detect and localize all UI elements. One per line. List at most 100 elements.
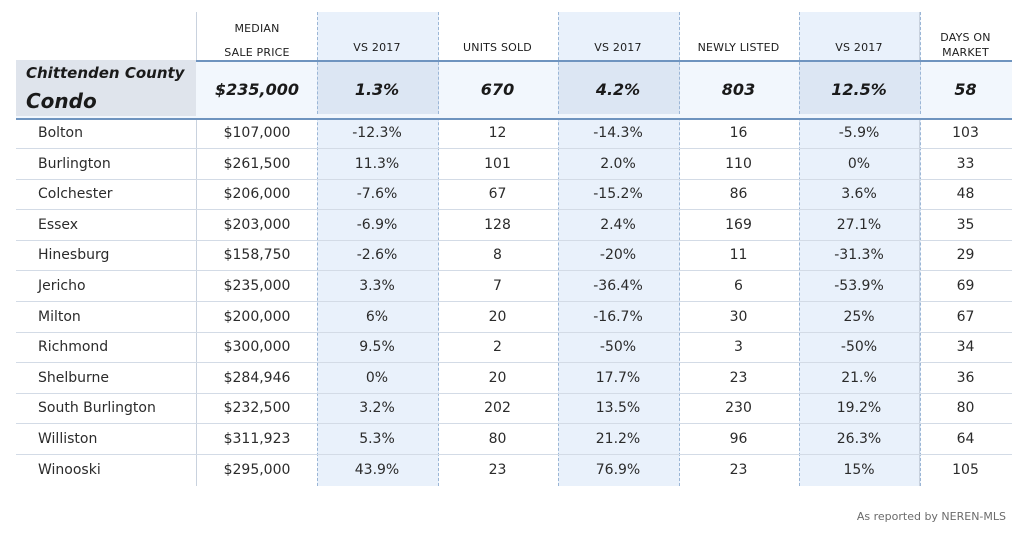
newly-listed: 6 (734, 278, 743, 294)
units-vs-2017: 2.0% (600, 155, 636, 172)
median-sale-price: $203,000 (223, 216, 291, 233)
town-name: Jericho (38, 278, 86, 294)
newly-listed: 86 (729, 186, 748, 203)
median-sale-price: $295,000 (223, 461, 291, 478)
units-vs-2017: 21.2% (595, 431, 641, 447)
listed-vs-2017: 3.6% (841, 186, 877, 203)
table-row: Essex $203,000 -6.9% 128 2.4% 169 27.1% 35 (16, 210, 1012, 241)
table-row: Jericho $235,000 3.3% 7 -36.4% 6 -53.9% 69 (16, 271, 1012, 302)
town-name: Hinesburg (38, 247, 110, 264)
units-sold: 20 (488, 308, 507, 325)
table-row: Hinesburg $158,750 -2.6% 8 -20% 11 -31.3% 29 (16, 240, 1012, 272)
summary-band-overlay (799, 62, 921, 114)
table-row: Bolton $107,000 -12.3% 12 -14.3% 16 -5.9% 103 (16, 118, 1012, 149)
listed-vs-2017: -31.3% (834, 247, 884, 264)
town-name: Winooski (38, 461, 101, 478)
units-sold: 101 (484, 155, 511, 172)
header-newly-listed: NEWLY LISTED (678, 14, 799, 60)
listed-vs-2017: 27.1% (836, 216, 882, 233)
price-vs-2017: 9.5% (359, 339, 395, 356)
median-sale-price: $235,000 (223, 278, 291, 294)
days-on-market: 64 (956, 431, 975, 447)
town-name: Milton (38, 308, 81, 325)
units-vs-2017: -16.7% (593, 308, 643, 325)
units-sold: 20 (488, 369, 507, 386)
median-sale-price: $284,946 (223, 369, 291, 386)
units-sold: 12 (488, 125, 507, 141)
price-vs-2017: 3.3% (359, 278, 395, 294)
newly-listed: 110 (725, 155, 752, 172)
median-sale-price: $200,000 (223, 308, 291, 325)
units-sold: 2 (493, 339, 502, 356)
newly-listed: 30 (729, 308, 748, 325)
days-on-market: 34 (956, 339, 975, 356)
units-vs-2017: 76.9% (595, 461, 641, 478)
summary-band-overlay (558, 62, 680, 114)
summary-units-sold: 670 (480, 80, 515, 99)
median-sale-price: $206,000 (223, 186, 291, 203)
price-vs-2017: 5.3% (359, 431, 395, 447)
listed-vs-2017: -53.9% (834, 278, 884, 294)
units-vs-2017: 2.4% (600, 216, 636, 233)
days-on-market: 33 (956, 155, 975, 172)
column-divider (196, 12, 197, 486)
town-name: Richmond (38, 339, 109, 356)
summary-vs-2017-price: 1.3% (354, 80, 400, 99)
table-row: Milton $200,000 6% 20 -16.7% 30 25% 67 (16, 302, 1012, 333)
price-vs-2017: 3.2% (359, 400, 395, 417)
newly-listed: 23 (729, 369, 748, 386)
newly-listed: 11 (729, 247, 748, 264)
header-median-line2: SALE PRICE (224, 46, 290, 59)
column-divider (919, 12, 920, 486)
header-vs-2017-label: VS 2017 (594, 41, 642, 54)
header-units-label: UNITS SOLD (463, 41, 532, 54)
town-name: Shelburne (38, 369, 110, 386)
header-days-on-market: DAYS ON MARKET (919, 14, 1012, 60)
price-vs-2017: 0% (365, 369, 389, 386)
median-sale-price: $261,500 (223, 155, 291, 172)
header-vs-2017-listed: VS 2017 (799, 14, 919, 60)
town-name: Williston (38, 431, 98, 447)
header-vs-2017-units: VS 2017 (558, 14, 678, 60)
days-on-market: 29 (956, 247, 975, 264)
town-name: Bolton (38, 125, 83, 141)
property-type: Condo (26, 89, 97, 113)
units-sold: 67 (488, 186, 507, 203)
table-row: Richmond $300,000 9.5% 2 -50% 3 -50% 34 (16, 332, 1012, 364)
median-sale-price: $107,000 (223, 125, 291, 141)
listed-vs-2017: 0% (847, 155, 871, 172)
listed-vs-2017: 15% (843, 461, 875, 478)
price-vs-2017: -6.9% (356, 216, 398, 233)
newly-listed: 23 (729, 461, 748, 478)
header-dom-line1: DAYS ON (940, 31, 991, 44)
header-median-sale-price: MEDIAN SALE PRICE (197, 14, 317, 60)
units-sold: 202 (484, 400, 511, 417)
town-name: Colchester (38, 186, 113, 203)
units-vs-2017: 13.5% (595, 400, 641, 417)
summary-vs-2017-listed: 12.5% (831, 80, 887, 99)
price-vs-2017: 11.3% (354, 155, 400, 172)
newly-listed: 230 (725, 400, 752, 417)
median-sale-price: $300,000 (223, 339, 291, 356)
units-vs-2017: 17.7% (595, 369, 641, 386)
table-row: South Burlington $232,500 3.2% 202 13.5% 230 1… (16, 393, 1012, 425)
summary-days-on-market: 58 (954, 80, 977, 99)
days-on-market: 48 (956, 186, 975, 203)
listed-vs-2017: 21.% (841, 369, 877, 386)
table-row: Shelburne $284,946 0% 20 17.7% 23 21.% 36 (16, 363, 1012, 394)
listed-vs-2017: -5.9% (838, 125, 880, 141)
table-row: Williston $311,923 5.3% 80 21.2% 96 26.3% 64 (16, 424, 1012, 455)
days-on-market: 105 (952, 461, 979, 478)
header-median-line1: MEDIAN (234, 22, 280, 35)
newly-listed: 16 (729, 125, 748, 141)
listed-vs-2017: -50% (840, 339, 878, 356)
units-vs-2017: -14.3% (593, 125, 643, 141)
median-sale-price: $232,500 (223, 400, 291, 417)
town-name: Burlington (38, 155, 111, 172)
days-on-market: 35 (956, 216, 975, 233)
median-sale-price: $311,923 (223, 431, 291, 447)
source-note: As reported by NEREN-MLS (856, 510, 1006, 523)
days-on-market: 69 (956, 278, 975, 294)
price-vs-2017: 43.9% (354, 461, 400, 478)
